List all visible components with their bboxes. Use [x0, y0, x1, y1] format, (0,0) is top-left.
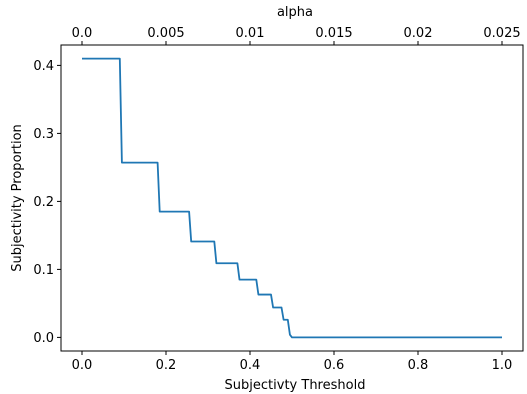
series-layer: [82, 57, 502, 339]
x-tick-label: 0.4: [240, 358, 261, 373]
x-tick-label: 0.0: [72, 358, 93, 373]
y-tick-label: 0.1: [33, 263, 54, 278]
top-x-axis: 0.0 0.005 0.01 0.015 0.02 0.025: [72, 26, 521, 45]
x-tick-label: 0.6: [324, 358, 345, 373]
y-tick-label: 0.0: [33, 331, 54, 346]
y-tick-label: 0.2: [33, 195, 54, 210]
top-x-tick-label: 0.02: [404, 26, 433, 41]
x-tick-label: 0.2: [156, 358, 177, 373]
top-axis-title: alpha: [277, 5, 313, 20]
plot-area: [60, 44, 524, 352]
y-tick-label: 0.4: [33, 59, 54, 74]
plot-frame: [60, 44, 524, 352]
x-tick-label: 0.8: [408, 358, 429, 373]
left-y-axis: 0.0 0.1 0.2 0.3 0.4: [33, 59, 61, 346]
x-axis-title: Subjectivty Threshold: [225, 378, 366, 393]
series-line: [82, 57, 502, 339]
top-x-tick-label: 0.005: [147, 26, 184, 41]
x-tick-label: 1.0: [492, 358, 513, 373]
top-x-tick-label: 0.01: [236, 26, 265, 41]
top-x-tick-label: 0.015: [315, 26, 352, 41]
y-axis-title: Subjectivity Proportion: [10, 124, 25, 272]
bottom-x-axis: 0.0 0.2 0.4 0.6 0.8 1.0: [72, 351, 513, 373]
top-x-tick-label: 0.025: [483, 26, 520, 41]
y-tick-label: 0.3: [33, 127, 54, 142]
top-x-tick-label: 0.0: [72, 26, 93, 41]
